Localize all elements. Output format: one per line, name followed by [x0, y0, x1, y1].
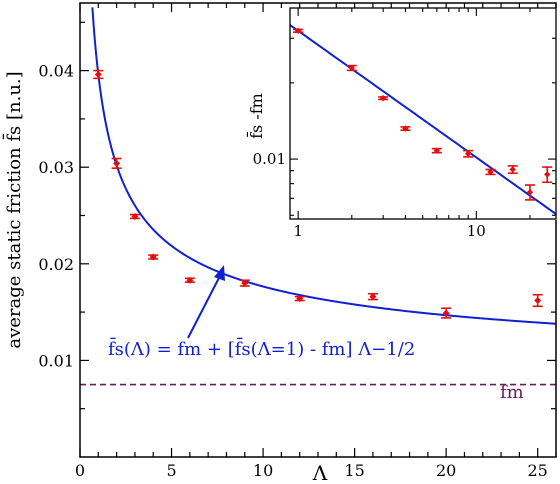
- y-tick-label: 0.03: [38, 158, 74, 177]
- y-tick-label: 0.04: [38, 62, 74, 81]
- annotation-arrow: [187, 265, 225, 339]
- data-point: [184, 276, 195, 284]
- x-tick-label: 0: [75, 461, 85, 480]
- data-point: [148, 253, 159, 261]
- inset-x-tick-label: 1: [293, 222, 303, 240]
- data-point: [239, 279, 250, 287]
- data-point: [294, 295, 305, 303]
- inset-y-tick-label: 0.01: [253, 150, 286, 168]
- inset-axes: 1 10 0.01: [253, 7, 557, 240]
- x-tick-label: 15: [344, 461, 364, 480]
- inset-data-point: [346, 64, 357, 72]
- inset-data-point: [485, 168, 496, 176]
- main-axes: 0 5 10 15 20 25 0.01 0.02 0.03 0.04: [38, 2, 557, 480]
- inset-data-point: [431, 147, 442, 154]
- x-tick-label: 10: [253, 461, 273, 480]
- inset-x-tick-label: 10: [467, 222, 486, 240]
- x-tick-label: 5: [166, 461, 176, 480]
- data-point: [129, 212, 140, 220]
- inset-data-point: [507, 165, 518, 174]
- x-tick-label: 25: [528, 461, 548, 480]
- y-tick-label: 0.01: [38, 351, 74, 370]
- data-point: [441, 307, 452, 319]
- data-point: [367, 292, 378, 301]
- inset-background: [288, 8, 558, 220]
- main-data-points: [93, 69, 543, 319]
- y-axis-label: average static friction f̄s [n.u.]: [1, 71, 25, 348]
- fm-label: fm: [500, 382, 524, 403]
- x-axis-label: Λ: [312, 461, 328, 484]
- x-tick-label: 20: [436, 461, 456, 480]
- fit-annotation: f̄s(Λ) = fm + [f̄s(Λ=1) - fm] Λ−1/2: [108, 336, 415, 360]
- inset-data-point: [400, 125, 411, 132]
- inset-data-points: [293, 27, 553, 201]
- inset-data-point: [542, 166, 553, 184]
- inset-data-point: [293, 27, 304, 35]
- inset-fit-line: [289, 24, 557, 215]
- inset-fit-path: [289, 24, 557, 215]
- inset-data-point: [463, 149, 474, 158]
- data-point: [532, 293, 543, 308]
- data-point: [93, 69, 104, 80]
- y-tick-label: 0.02: [38, 255, 74, 274]
- inset-y-axis-label: f̄s -fm: [245, 93, 266, 139]
- inset-data-point: [378, 94, 389, 102]
- inset-data-point: [524, 184, 535, 201]
- fit-curve: [91, 7, 557, 325]
- data-point: [111, 157, 122, 169]
- fit-curve-path: [91, 7, 557, 325]
